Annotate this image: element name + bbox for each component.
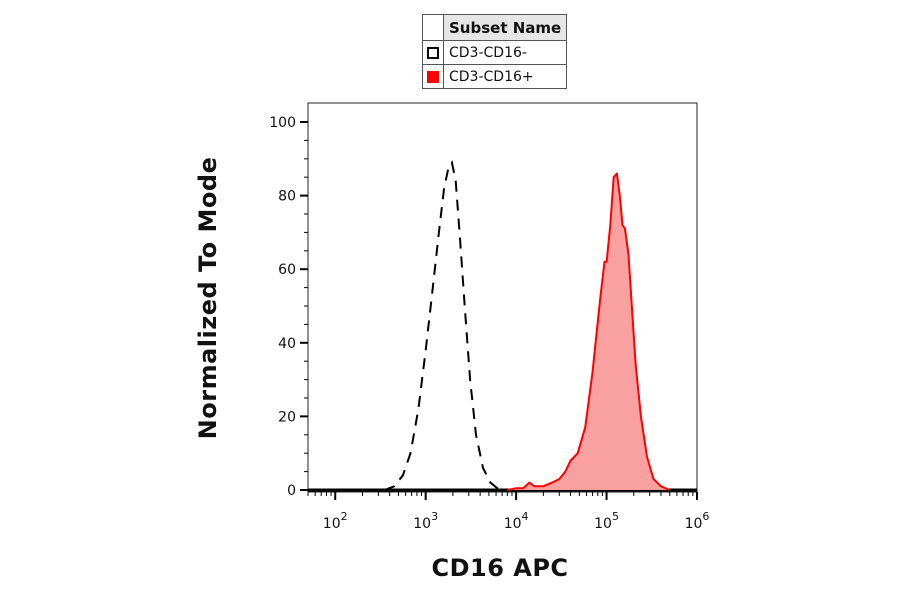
x-tick-label: 105	[594, 510, 619, 532]
legend-swatch-open	[427, 46, 439, 59]
x-tick-exponent: 4	[522, 510, 529, 523]
series-area-fill	[507, 173, 670, 490]
legend-header: Subset Name	[442, 14, 568, 41]
x-tick-label: 103	[413, 510, 438, 532]
series-line-filled	[507, 172, 671, 491]
y-tick-label: 60	[278, 262, 296, 278]
legend-item: CD3-CD16-	[422, 40, 568, 65]
y-tick-label: 40	[278, 336, 296, 352]
series-layer	[384, 160, 671, 491]
y-tick-label: 100	[269, 115, 296, 131]
x-tick-label: 104	[504, 510, 529, 532]
y-tick-label: 80	[278, 189, 296, 205]
x-tick-exponent: 5	[612, 510, 619, 523]
y-tick-label: 0	[287, 483, 296, 499]
x-axis-title: CD16 APC	[431, 554, 568, 582]
legend-item-label: CD3-CD16+	[442, 64, 568, 89]
x-tick-base: 10	[594, 516, 612, 532]
x-tick-label: 106	[685, 510, 710, 532]
x-tick-exponent: 3	[431, 510, 438, 523]
legend: Subset Name CD3-CD16- CD3-CD16+	[422, 14, 568, 89]
x-tick-base: 10	[323, 516, 341, 532]
x-tick-exponent: 2	[341, 510, 348, 523]
legend-swatch-filled	[427, 70, 439, 83]
x-tick-base: 10	[413, 516, 431, 532]
legend-item-label: CD3-CD16-	[442, 40, 568, 65]
series-line-dashed	[384, 160, 503, 491]
legend-item: CD3-CD16+	[422, 64, 568, 89]
x-tick-label: 102	[323, 510, 348, 532]
x-axis: 102 103 104 105 106	[307, 492, 710, 532]
x-tick-base: 10	[685, 516, 703, 532]
y-tick-label: 20	[278, 409, 296, 425]
x-tick-base: 10	[504, 516, 522, 532]
y-axis: 0 20 40 60 80 100	[269, 115, 308, 499]
legend-header-row: Subset Name	[422, 14, 568, 41]
y-axis-title: Normalized To Mode	[194, 157, 222, 440]
x-tick-exponent: 6	[702, 510, 709, 523]
legend-swatch-cell	[422, 40, 444, 65]
